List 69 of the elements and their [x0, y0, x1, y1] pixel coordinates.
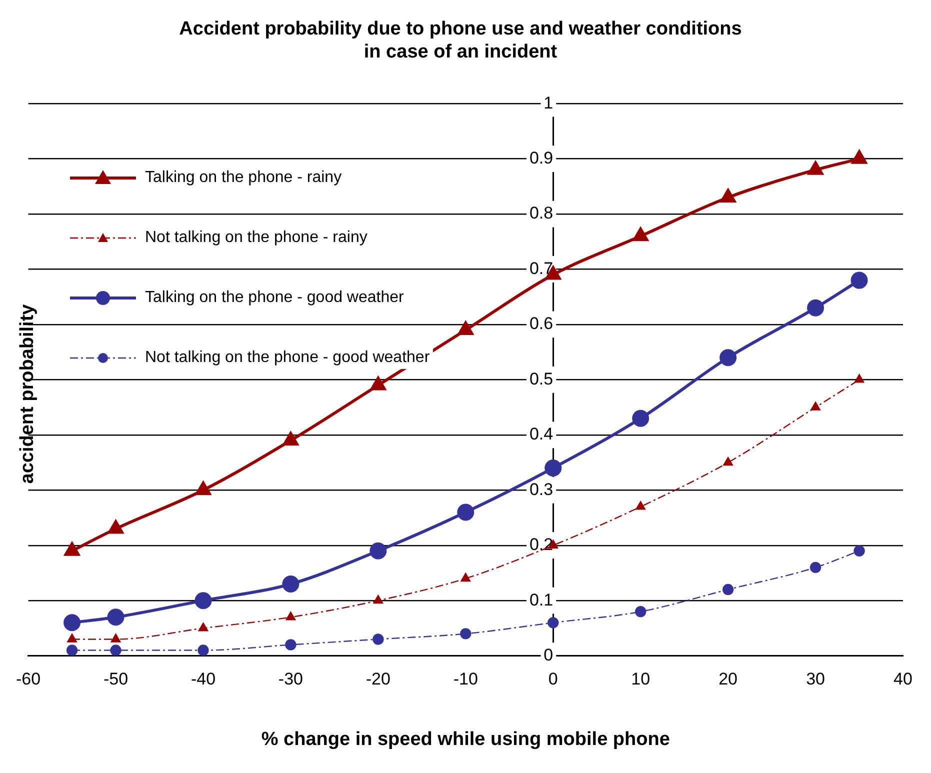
- point: [544, 460, 562, 477]
- legend-label: Talking on the phone - rainy: [142, 167, 345, 189]
- x-tick-label: -40: [190, 670, 216, 689]
- y-tick-label: 0.5: [529, 369, 554, 388]
- legend-label: Not talking on the phone - rainy: [142, 227, 370, 249]
- y-tick-label: 0.8: [529, 204, 554, 223]
- point: [854, 545, 865, 556]
- point: [852, 150, 867, 164]
- x-tick-label: -10: [453, 670, 478, 689]
- y-tick-label: 1: [544, 93, 554, 112]
- point: [370, 542, 387, 560]
- point: [810, 562, 822, 574]
- point: [460, 628, 472, 640]
- point: [194, 592, 212, 610]
- y-tick-label: 0.7: [529, 258, 554, 278]
- point: [110, 644, 122, 656]
- y-axis-title: accident probability: [17, 303, 39, 486]
- point: [722, 584, 734, 596]
- point: [720, 349, 737, 366]
- point: [285, 639, 296, 650]
- point: [108, 520, 124, 534]
- point: [107, 608, 124, 626]
- legend-label: Talking on the phone - good weather: [142, 287, 407, 309]
- x-tick-label: 30: [806, 670, 825, 689]
- y-tick-label: 0: [544, 645, 554, 664]
- point: [198, 622, 208, 632]
- x-tick-label: -20: [366, 670, 390, 689]
- point: [457, 504, 474, 521]
- point: [110, 634, 121, 642]
- y-tick-label: 0.1: [529, 590, 554, 610]
- point: [286, 612, 296, 620]
- point: [808, 161, 824, 175]
- point: [67, 634, 77, 642]
- point: [720, 188, 736, 202]
- point: [458, 322, 474, 335]
- y-tick-label: 0.3: [529, 480, 554, 499]
- y-tick-label: 0.4: [529, 424, 554, 444]
- point: [633, 228, 648, 242]
- x-tick-label: -60: [16, 670, 41, 689]
- point: [373, 594, 384, 604]
- point: [198, 644, 209, 656]
- x-tick-label: -30: [278, 670, 303, 689]
- y-tick-label: 0.6: [529, 314, 554, 334]
- point: [64, 542, 80, 556]
- point: [632, 410, 650, 427]
- point: [850, 272, 868, 289]
- chart-title: Accident probability due to phone use and weather conditions in case of an incident: [179, 18, 742, 62]
- x-tick-label: 40: [894, 670, 912, 689]
- x-tick-label: -50: [103, 670, 128, 689]
- point: [460, 572, 471, 582]
- point: [854, 374, 864, 383]
- point: [64, 614, 81, 632]
- point: [283, 432, 298, 446]
- point: [634, 606, 646, 618]
- y-tick-label: 0.9: [529, 148, 554, 168]
- x-tick-label: 10: [631, 670, 650, 689]
- point: [372, 634, 384, 645]
- point: [723, 456, 733, 466]
- point: [810, 402, 820, 410]
- point: [807, 299, 824, 316]
- x-tick-label: 20: [718, 670, 738, 689]
- point: [66, 644, 78, 656]
- point: [196, 482, 211, 496]
- point: [636, 501, 646, 510]
- point: [282, 576, 300, 593]
- legend-label: Not talking on the phone - good weather: [142, 347, 433, 369]
- x-axis-title: % change in speed while using mobile phone: [261, 728, 670, 750]
- point: [548, 617, 559, 628]
- point: [370, 376, 386, 390]
